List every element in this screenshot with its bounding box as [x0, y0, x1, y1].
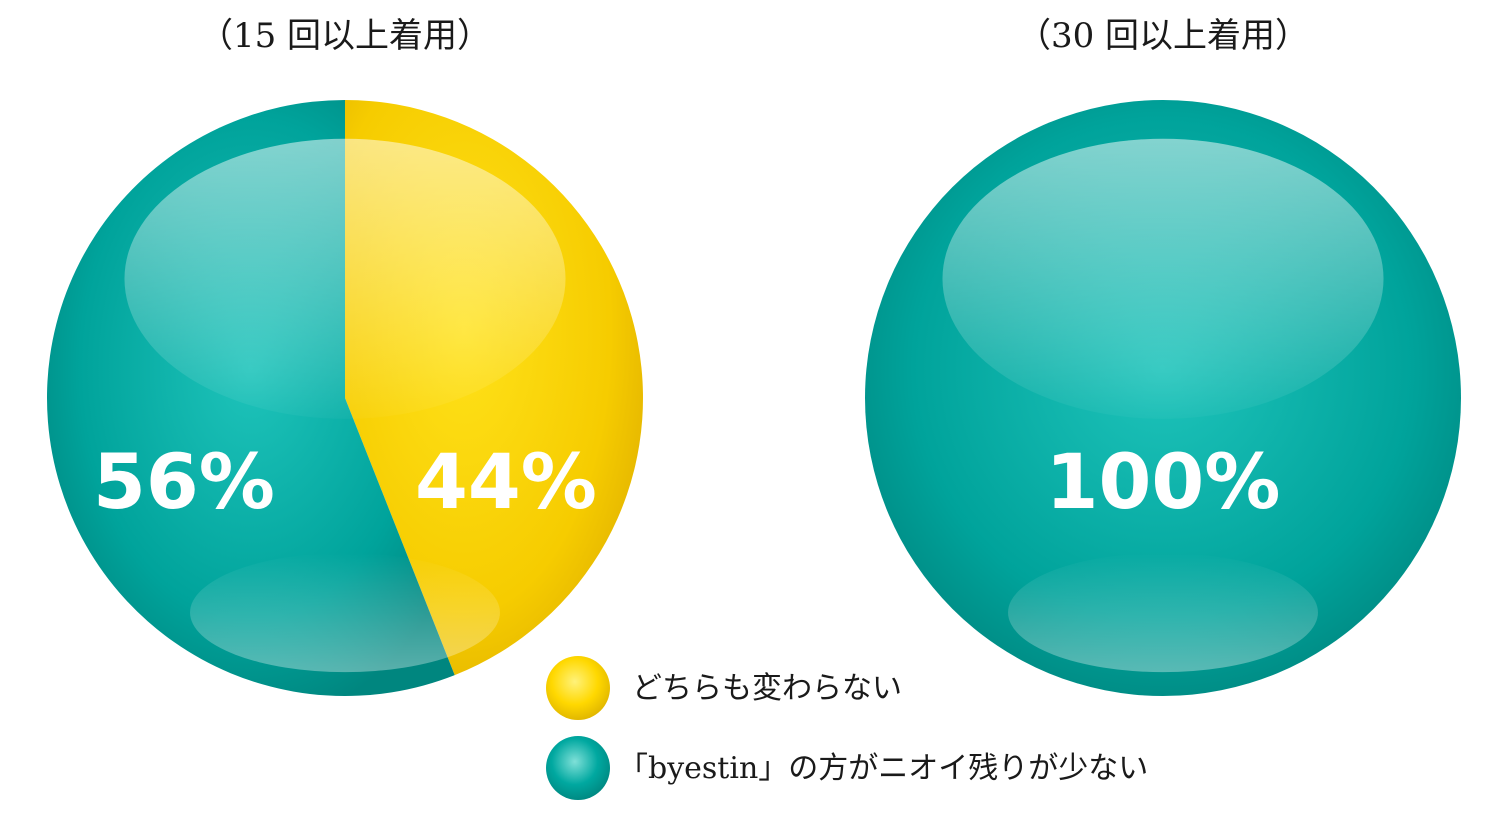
- pie-chart-2: 100%: [865, 100, 1461, 696]
- pie-1-bottom-glow: [190, 552, 500, 673]
- legend-swatch-teal: [546, 736, 610, 800]
- pie-2-label-1: 100%: [1046, 437, 1281, 526]
- chart-1-title: （15 回以上着用）: [199, 16, 491, 56]
- legend-label-byestin-less-odor: 「byestin」の方がニオイ残りが少ない: [618, 751, 1148, 786]
- pie-1-gloss-highlight: [124, 138, 566, 419]
- legend-label-no-difference: どちらも変わらない: [632, 671, 902, 706]
- legend: どちらも変わらない 「byestin」の方がニオイ残りが少ない: [546, 656, 1148, 800]
- legend-swatch-yellow: [546, 656, 610, 720]
- pie-chart-1: 56% 44%: [46, 100, 643, 696]
- chart-2-title: （30 回以上着用）: [1017, 16, 1309, 56]
- pie-1-label-1: 56%: [93, 437, 275, 526]
- pie-2-gloss-highlight: [942, 138, 1384, 419]
- pie-1-label-2: 44%: [415, 437, 597, 526]
- pie-2-bottom-glow: [1008, 552, 1318, 673]
